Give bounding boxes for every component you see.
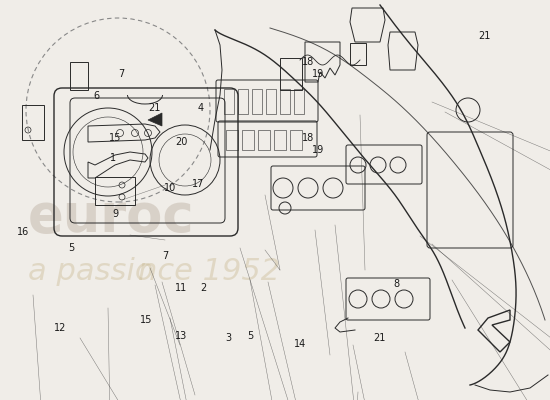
Bar — [224, 89, 234, 114]
Bar — [294, 89, 304, 114]
Text: 19: 19 — [312, 69, 324, 79]
Text: 6: 6 — [93, 91, 100, 101]
Text: 13: 13 — [175, 331, 188, 341]
Text: nce 1952: nce 1952 — [138, 257, 279, 286]
Text: 15: 15 — [109, 133, 122, 143]
Text: 16: 16 — [17, 227, 29, 237]
Text: 5: 5 — [247, 331, 254, 341]
Bar — [274, 130, 286, 150]
Text: 9: 9 — [112, 209, 119, 219]
Text: 17: 17 — [192, 179, 204, 189]
Text: 11: 11 — [175, 283, 188, 293]
Bar — [290, 130, 302, 150]
Text: 4: 4 — [197, 103, 204, 113]
Bar — [242, 130, 254, 150]
Text: 20: 20 — [175, 137, 188, 147]
Text: 14: 14 — [294, 339, 306, 349]
Text: 21: 21 — [373, 333, 386, 343]
Bar — [258, 130, 270, 150]
Text: 18: 18 — [302, 57, 314, 67]
Text: 15: 15 — [140, 315, 152, 325]
Text: 18: 18 — [302, 133, 314, 143]
Text: euroc: euroc — [28, 191, 194, 243]
Text: 3: 3 — [225, 333, 232, 343]
Bar — [266, 89, 276, 114]
Text: 7: 7 — [118, 69, 124, 79]
Text: 10: 10 — [164, 183, 177, 193]
Text: 21: 21 — [148, 103, 160, 113]
Bar — [280, 58, 302, 90]
Text: 8: 8 — [393, 279, 399, 289]
Bar — [22, 105, 44, 140]
Bar — [238, 89, 248, 114]
Text: 21: 21 — [478, 31, 490, 41]
Text: 12: 12 — [54, 323, 67, 333]
Text: 5: 5 — [68, 243, 75, 253]
Bar — [226, 130, 238, 150]
Bar — [280, 89, 290, 114]
Polygon shape — [148, 113, 162, 126]
Bar — [350, 43, 366, 65]
Bar — [252, 89, 262, 114]
Text: 1: 1 — [109, 153, 116, 163]
Text: a passio: a passio — [28, 257, 153, 286]
Text: 2: 2 — [200, 283, 207, 293]
Bar — [70, 62, 88, 90]
Bar — [95, 177, 135, 205]
Text: 7: 7 — [162, 251, 168, 261]
Text: 19: 19 — [312, 145, 324, 155]
